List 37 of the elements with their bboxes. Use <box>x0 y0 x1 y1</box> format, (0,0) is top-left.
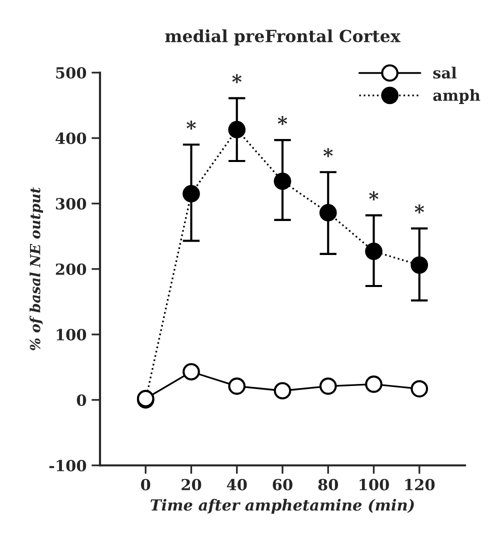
point <box>365 376 382 393</box>
y-tick-label: 500 <box>56 67 86 79</box>
y-axis-title: % of basal NE output <box>30 187 44 350</box>
point <box>319 377 337 395</box>
x-tick-label: 80 <box>318 478 338 490</box>
x-tick-label: 40 <box>226 478 247 490</box>
y-tick-label: 300 <box>56 198 86 210</box>
point <box>182 363 200 380</box>
point <box>319 204 337 222</box>
legend-label: sal <box>433 66 457 79</box>
point <box>228 120 246 138</box>
x-tick-label: 0 <box>141 478 150 490</box>
x-tick-label: 120 <box>405 478 435 490</box>
point <box>365 242 382 260</box>
point <box>274 382 292 400</box>
point <box>410 256 428 274</box>
point <box>228 377 246 395</box>
y-tick-label: 100 <box>56 328 86 340</box>
x-axis-title: Time after amphetamine (min) <box>150 498 414 514</box>
y-tick-label: 0 <box>76 394 86 406</box>
x-tick-label: 100 <box>360 478 389 490</box>
x-tick-label: 60 <box>272 478 292 490</box>
point <box>410 380 428 398</box>
annotation: * <box>414 204 424 214</box>
annotation: * <box>278 116 288 126</box>
legend-label: amph <box>433 89 480 104</box>
annotation: * <box>186 120 196 130</box>
point <box>182 185 200 202</box>
annotation: * <box>369 191 378 200</box>
chart-title: medial preFrontal Cortex <box>165 29 401 46</box>
y-tick-label: 200 <box>56 263 86 276</box>
annotation: * <box>232 74 242 84</box>
y-tick-label: -100 <box>49 460 86 472</box>
annotation: * <box>323 148 333 158</box>
y-tick-label: 400 <box>56 132 86 144</box>
point <box>274 172 292 190</box>
x-tick-label: 20 <box>182 478 202 490</box>
